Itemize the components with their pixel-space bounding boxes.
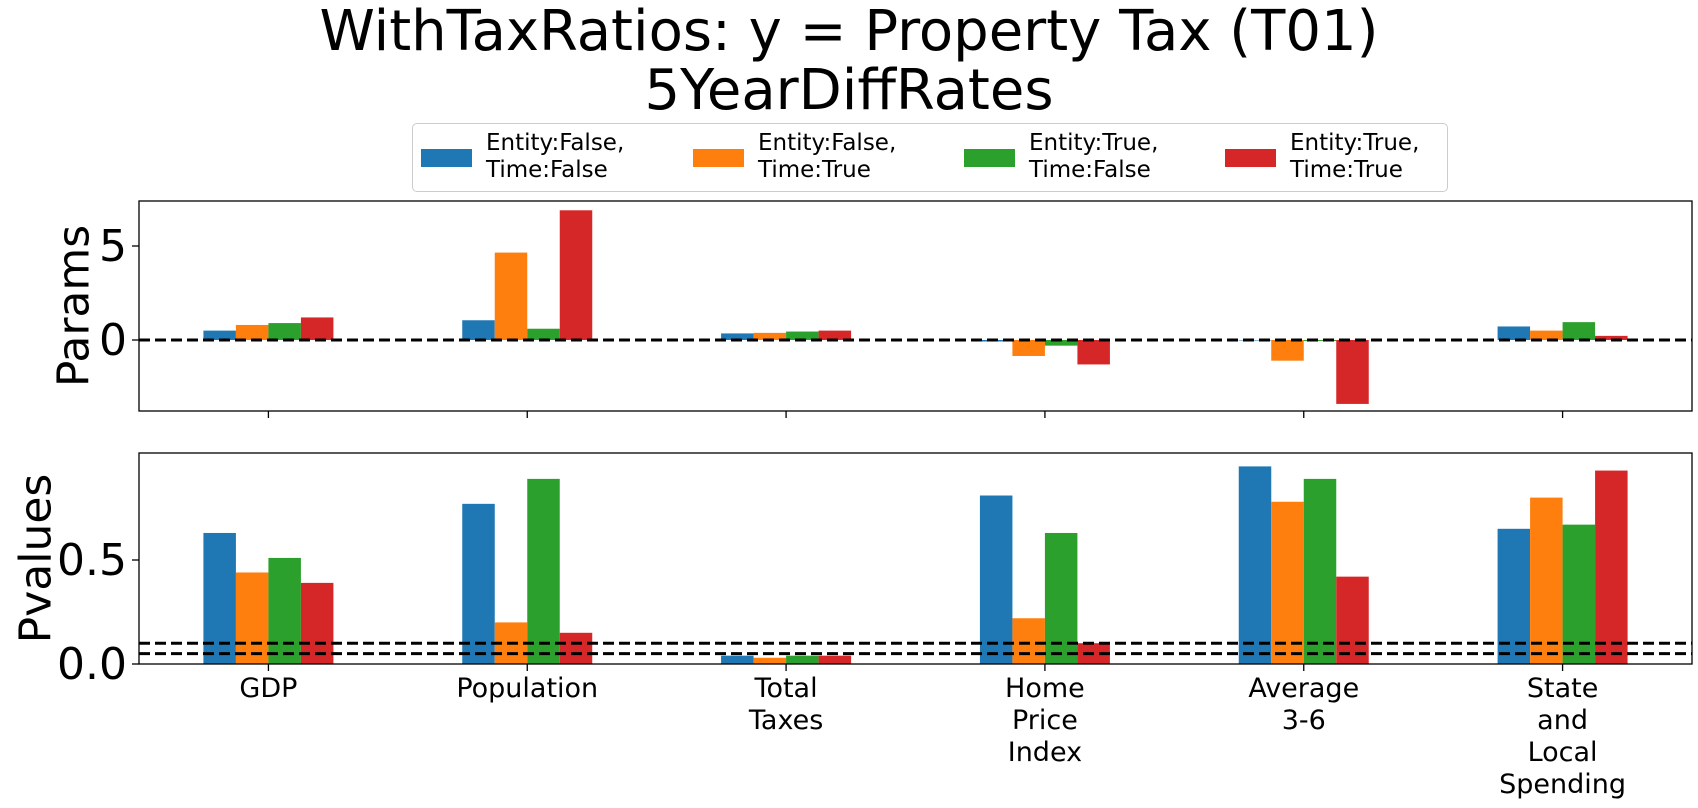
bar-params-s2-c4 — [1012, 340, 1045, 356]
bar-pvalues-s3-c3 — [786, 655, 819, 664]
bar-params-s2-c2 — [494, 252, 528, 340]
bar-pvalues-s1-c2 — [462, 503, 495, 664]
bar-pvalues-s1-c3 — [721, 655, 754, 664]
xtick-label-4: Home Price Index — [1005, 673, 1085, 768]
bar-params-s2-c3 — [753, 332, 787, 340]
bar-params-s3-c5 — [1303, 340, 1337, 341]
bar-params-s1-c2 — [462, 320, 495, 340]
bar-params-s1-c6 — [1497, 326, 1531, 340]
bar-params-s4-c6 — [1595, 335, 1628, 340]
bar-params-s4-c5 — [1336, 340, 1369, 404]
params-ylabel: Params — [49, 225, 100, 387]
xtick-label-2: Population — [456, 673, 598, 704]
xtick-label-5: Average 3-6 — [1248, 673, 1359, 736]
bar-pvalues-s1-c5 — [1238, 466, 1272, 664]
bar-pvalues-s2-c1 — [235, 572, 269, 664]
legend-label-4: Entity:True, Time:True — [1290, 130, 1420, 183]
bar-pvalues-s2-c5 — [1271, 501, 1304, 664]
chart-title-line1: WithTaxRatios: y = Property Tax (T01) — [319, 0, 1379, 64]
bar-pvalues-s1-c4 — [979, 495, 1013, 664]
legend-label-1: Entity:False, Time:False — [486, 130, 625, 183]
xtick-label-6: State and Local Spending — [1499, 673, 1626, 800]
bar-params-s1-c1 — [203, 330, 236, 340]
chart-legend: Entity:False, Time:False Entity:False, T… — [412, 123, 1448, 192]
bar-params-s1-c5 — [1238, 340, 1272, 341]
bar-pvalues-s3-c1 — [268, 557, 301, 664]
legend-swatch-2 — [693, 149, 744, 167]
bar-pvalues-s2-c3 — [753, 657, 787, 664]
bar-pvalues-s2-c4 — [1012, 618, 1045, 664]
bar-pvalues-s1-c6 — [1497, 528, 1531, 664]
bar-params-s3-c1 — [268, 323, 301, 340]
pvalues-ylabel: Pvalues — [11, 474, 62, 644]
pvalues-ytick-label-1: 0.0 — [57, 639, 127, 690]
bar-params-s2-c6 — [1530, 330, 1563, 340]
bar-params-s4-c2 — [559, 210, 593, 340]
xtick-label-1: GDP — [239, 673, 297, 704]
legend-swatch-4 — [1225, 149, 1276, 167]
bar-pvalues-s4-c2 — [559, 632, 593, 664]
legend-swatch-1 — [421, 149, 472, 167]
bar-params-s3-c2 — [527, 328, 560, 340]
bar-pvalues-s4-c1 — [300, 582, 334, 664]
bar-pvalues-s4-c3 — [818, 655, 852, 664]
bar-params-s4-c1 — [300, 317, 334, 340]
bar-pvalues-s3-c6 — [1562, 524, 1596, 664]
params-ytick-label-2: 5 — [99, 221, 127, 272]
legend-label-2: Entity:False, Time:True — [758, 130, 897, 183]
bar-params-s3-c6 — [1562, 322, 1596, 340]
bar-params-s1-c3 — [721, 333, 754, 340]
xtick-label-3: Total Taxes — [748, 673, 823, 736]
params-ytick-label-1: 0 — [99, 315, 127, 366]
params-axes-frame — [138, 200, 1693, 412]
bar-params-s3-c3 — [786, 331, 819, 340]
bar-pvalues-s3-c5 — [1303, 478, 1337, 664]
bar-pvalues-s2-c6 — [1530, 497, 1563, 664]
legend-label-3: Entity:True, Time:False — [1029, 130, 1159, 183]
bar-pvalues-s4-c6 — [1595, 470, 1628, 664]
pvalues-ytick-label-2: 0.5 — [57, 535, 127, 586]
bar-pvalues-s3-c2 — [527, 478, 560, 664]
bar-params-s4-c3 — [818, 330, 852, 340]
bar-params-s2-c1 — [235, 324, 269, 340]
bar-params-s3-c4 — [1044, 340, 1078, 346]
pvalues-axes-frame — [138, 452, 1693, 665]
bar-params-s2-c5 — [1271, 340, 1304, 361]
legend-swatch-3 — [964, 149, 1015, 167]
bar-pvalues-s4-c5 — [1336, 576, 1369, 664]
chart-title-line2: 5YearDiffRates — [644, 58, 1054, 123]
bar-params-s4-c4 — [1077, 340, 1110, 365]
